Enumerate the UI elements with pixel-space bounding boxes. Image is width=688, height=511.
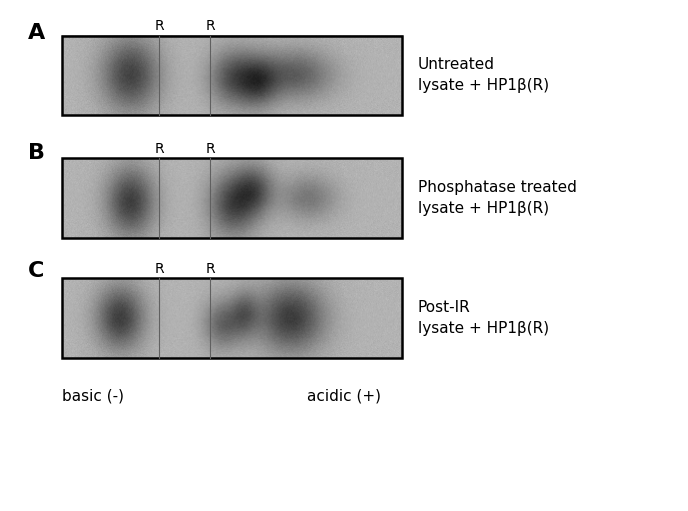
Text: R: R bbox=[205, 19, 215, 33]
Text: Post-IR
lysate + HP1β(R): Post-IR lysate + HP1β(R) bbox=[418, 300, 549, 336]
Bar bbox=[62, 36, 402, 115]
Text: R: R bbox=[205, 142, 215, 156]
Bar bbox=[62, 278, 402, 358]
Text: R: R bbox=[205, 262, 215, 276]
Text: A: A bbox=[28, 23, 45, 43]
Text: R: R bbox=[154, 19, 164, 33]
Bar bbox=[62, 158, 402, 238]
Text: R: R bbox=[154, 142, 164, 156]
Text: C: C bbox=[28, 261, 44, 281]
Text: Untreated
lysate + HP1β(R): Untreated lysate + HP1β(R) bbox=[418, 57, 549, 94]
Text: basic (-): basic (-) bbox=[62, 388, 124, 403]
Text: acidic (+): acidic (+) bbox=[307, 388, 381, 403]
Text: B: B bbox=[28, 143, 45, 163]
Text: R: R bbox=[154, 262, 164, 276]
Text: Phosphatase treated
lysate + HP1β(R): Phosphatase treated lysate + HP1β(R) bbox=[418, 180, 577, 216]
